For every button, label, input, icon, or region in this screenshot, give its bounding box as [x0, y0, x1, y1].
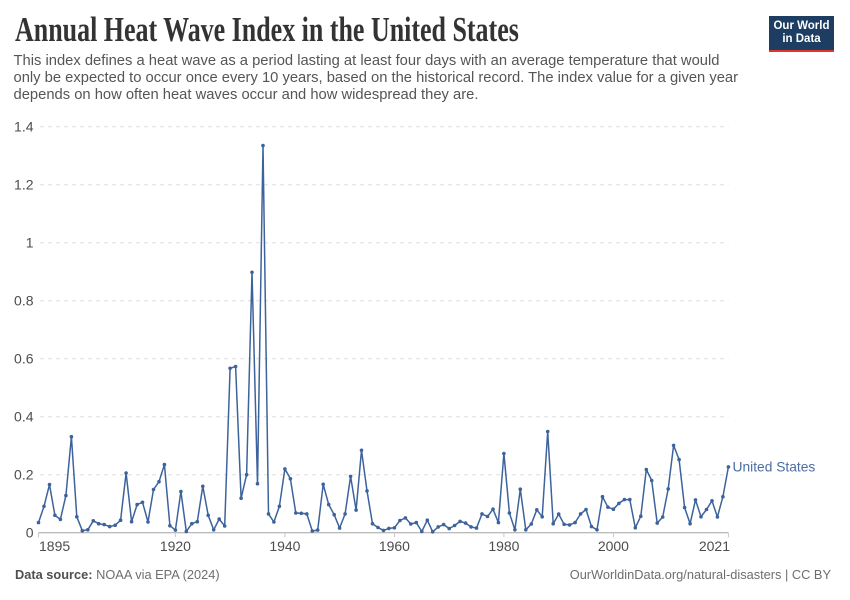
svg-text:1960: 1960: [379, 538, 410, 554]
svg-text:1980: 1980: [488, 538, 519, 554]
svg-text:1.4: 1.4: [14, 119, 34, 135]
svg-text:1895: 1895: [39, 538, 70, 554]
svg-text:1.2: 1.2: [14, 177, 34, 193]
svg-text:2000: 2000: [598, 538, 629, 554]
svg-text:0.2: 0.2: [14, 467, 34, 483]
svg-text:1: 1: [26, 235, 34, 251]
svg-text:0: 0: [26, 525, 34, 541]
svg-text:0.4: 0.4: [14, 409, 34, 425]
svg-text:0.8: 0.8: [14, 293, 34, 309]
svg-text:1920: 1920: [160, 538, 191, 554]
svg-text:0.6: 0.6: [14, 351, 34, 367]
svg-text:United States: United States: [733, 460, 816, 475]
svg-text:2021: 2021: [699, 538, 730, 554]
svg-text:1940: 1940: [269, 538, 300, 554]
